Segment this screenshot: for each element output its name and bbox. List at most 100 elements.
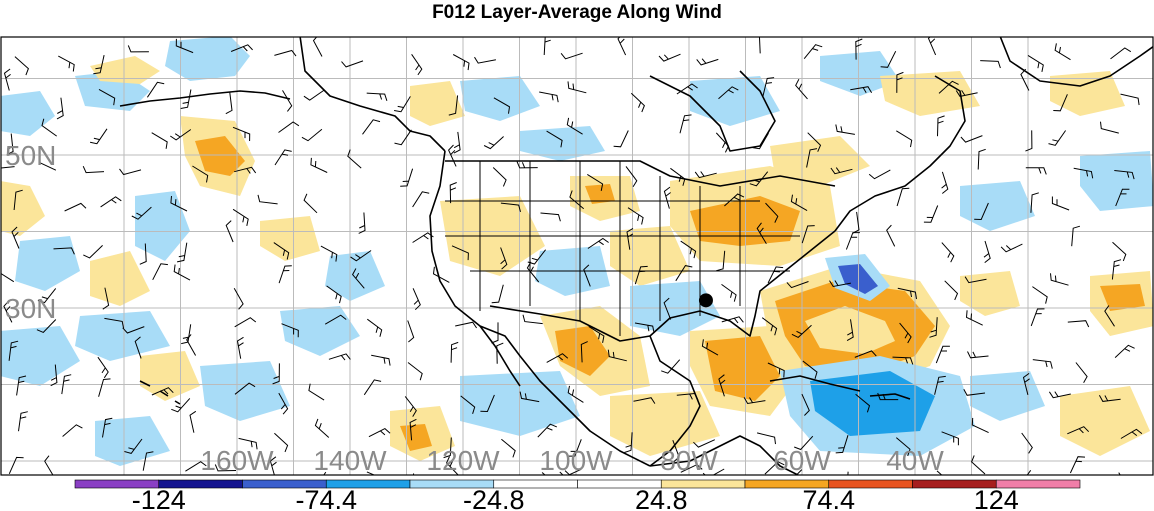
wind-barb	[696, 58, 719, 66]
wind-barb	[450, 341, 459, 363]
wind-barb	[448, 95, 459, 116]
wind-barb	[234, 166, 257, 174]
wind-barb	[36, 319, 57, 333]
shade-light-blue	[165, 37, 250, 81]
wind-barb	[1067, 320, 1090, 328]
wind-barb	[131, 206, 152, 220]
colorbar: -124 -74.4 -24.8 24.8 74.4 124	[74, 479, 1081, 511]
wind-barb	[540, 212, 561, 222]
wind-barb	[100, 196, 122, 208]
wind-barb	[407, 320, 415, 343]
wind-barb	[501, 438, 516, 458]
wind-barb	[371, 354, 391, 366]
wind-barb	[3, 68, 11, 91]
wind-barb	[460, 395, 476, 414]
wind-barb	[500, 247, 508, 270]
wind-barb	[303, 89, 325, 101]
wind-barb	[368, 427, 391, 438]
wind-barb	[965, 310, 983, 326]
wind-barb	[281, 323, 299, 338]
wind-barb	[795, 78, 808, 100]
coast-cuba	[769, 375, 861, 392]
wind-barb	[1075, 362, 1088, 383]
wind-barb	[587, 173, 604, 191]
longitude-label: 100W	[539, 445, 613, 476]
wind-barb	[767, 266, 784, 284]
wind-barb	[672, 440, 680, 463]
wind-barb	[1048, 391, 1071, 399]
wind-barb	[807, 132, 822, 152]
longitude-label: 160W	[200, 445, 274, 476]
shade-light-blue	[1, 326, 80, 386]
map-frame	[0, 36, 1154, 476]
wind-barb	[868, 169, 891, 180]
wind-barb	[663, 186, 671, 209]
wind-barb	[855, 38, 863, 60]
wind-barb	[693, 439, 716, 448]
wind-barb	[1120, 93, 1140, 106]
wind-barb	[451, 245, 469, 261]
wind-barb	[546, 130, 563, 148]
wind-barb	[500, 202, 521, 213]
wind-barb	[626, 227, 634, 250]
wind-barb	[803, 44, 823, 60]
coast-alaska	[299, 37, 446, 152]
wind-barb	[119, 168, 142, 176]
wind-barb	[404, 396, 417, 417]
wind-barb	[366, 92, 388, 101]
wind-barb	[16, 375, 27, 396]
wind-barb	[89, 128, 108, 145]
wind-barb	[607, 349, 627, 362]
wind-barb	[11, 226, 20, 249]
wind-barb	[1, 166, 15, 169]
wind-barb	[151, 132, 168, 149]
wind-barb	[394, 129, 412, 146]
colorbar-label: 124	[974, 485, 1019, 511]
wind-barb	[587, 237, 609, 249]
wind-barb	[362, 119, 381, 135]
wind-barb	[351, 268, 365, 289]
wind-barb	[432, 266, 450, 283]
wind-barb	[310, 157, 328, 173]
wind-barb	[453, 131, 461, 154]
wind-barb	[663, 297, 672, 320]
wind-barb	[225, 220, 234, 243]
wind-barb	[522, 314, 543, 325]
wind-barb	[142, 451, 154, 471]
wind-barb	[896, 130, 913, 148]
wind-barb	[1115, 188, 1130, 207]
wind-barb	[971, 417, 989, 434]
wind-barb	[855, 393, 871, 413]
wind-barb	[546, 353, 569, 363]
wind-barb	[983, 240, 991, 263]
latitude-labels: 50N 30N	[5, 140, 56, 324]
wind-barb	[278, 392, 289, 415]
wind-barb	[127, 45, 149, 53]
wind-barb	[474, 56, 496, 64]
latitude-label: 30N	[5, 293, 56, 324]
wind-barb	[1048, 130, 1067, 146]
wind-barb	[493, 97, 511, 114]
wind-barb	[624, 432, 633, 453]
wind-barb	[1021, 432, 1033, 454]
wind-barb	[1114, 170, 1135, 180]
longitude-labels: 160W 140W 120W 100W 80W 60W 40W	[200, 445, 944, 476]
coast-aleutians	[119, 90, 291, 107]
wind-barb	[716, 250, 726, 272]
wind-barb	[1067, 426, 1090, 435]
wind-barb	[1, 272, 15, 283]
wind-barb	[718, 374, 726, 397]
wind-barb	[124, 438, 143, 454]
wind-barb	[897, 287, 917, 300]
colorbar-box	[995, 479, 1081, 489]
wind-barb	[214, 464, 237, 472]
wind-barb	[802, 360, 818, 379]
wind-barb	[923, 205, 939, 223]
wind-barb	[661, 359, 681, 374]
coast-central-america	[649, 435, 800, 475]
shade-light-blue	[1, 91, 55, 136]
wind-barb	[1050, 273, 1069, 286]
wind-barb	[670, 167, 686, 186]
shade-light-blue	[95, 416, 170, 466]
wind-barb	[274, 149, 292, 166]
